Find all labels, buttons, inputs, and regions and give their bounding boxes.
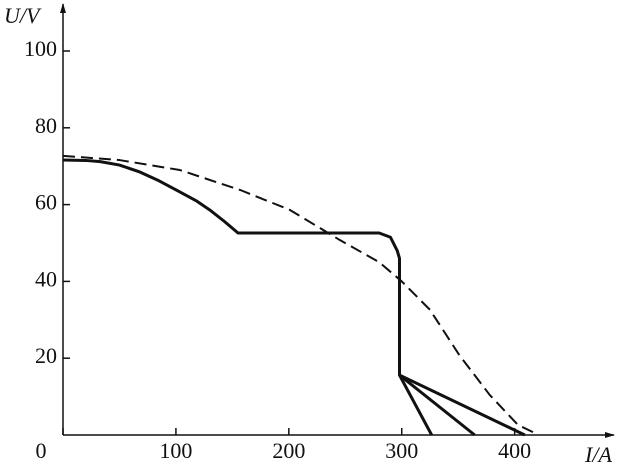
y-tick-label: 60: [35, 190, 57, 215]
y-tick-label: 40: [35, 266, 57, 291]
y-axis-label: U/V: [4, 3, 42, 28]
x-tick-label: 200: [272, 438, 305, 463]
dashed-curve: [62, 154, 536, 434]
x-axis-label: I/A: [584, 442, 612, 467]
y-tick-label: 80: [35, 113, 57, 138]
x-tick-label: 300: [385, 438, 418, 463]
solid-curve: [398, 373, 526, 437]
x-tick-label: 400: [498, 438, 531, 463]
solid-curve: [398, 373, 476, 437]
x-tick-label: 100: [159, 438, 192, 463]
y-tick-label: 100: [24, 36, 57, 61]
solid-curve: [62, 158, 433, 436]
y-tick-label: 20: [35, 343, 57, 368]
x-tick-label: 0: [36, 438, 47, 463]
